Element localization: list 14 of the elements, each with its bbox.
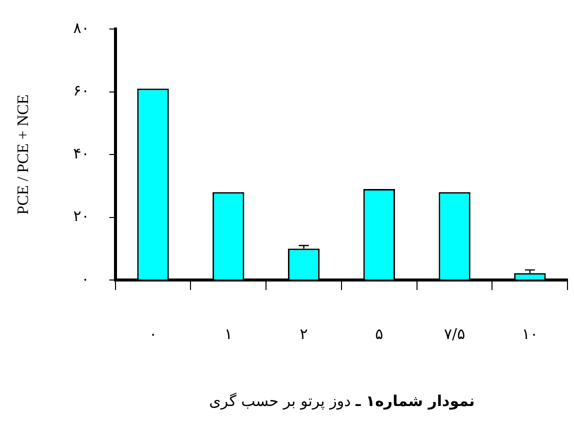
y-tick-label: ۸۰ [73,18,90,37]
x-tick-label: ۱۰ [522,324,538,343]
x-tick-label: ۷/۵ [444,324,466,343]
y-tick-label: ۴۰ [73,144,90,162]
y-tick-label: ۶۰ [73,82,90,100]
y-axis-title: PCE / PCE + NCE [14,94,32,215]
y-tick-label: ۲۰ [73,207,90,226]
text: نمودار شماره۱ ـ [356,392,475,410]
x-tick-label: ۱ [224,324,232,343]
y-tick-label: ۰ [81,270,90,288]
x-tick-label: ۰ [148,324,158,343]
x-tick-label: ۵ [375,324,384,343]
text: دوز پرتو بر حسب گری [209,392,351,410]
x-tick-label: ۲ [300,324,308,343]
